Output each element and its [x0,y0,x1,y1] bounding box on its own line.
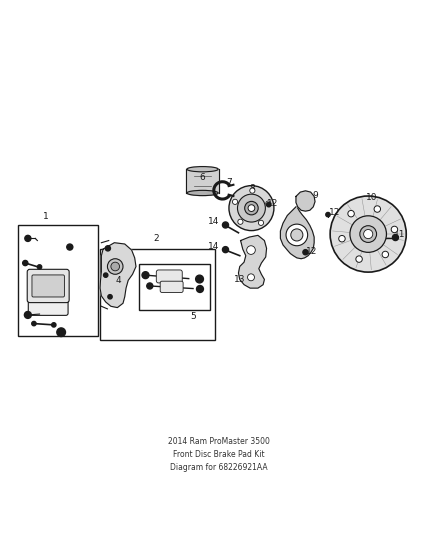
Text: 2: 2 [153,234,159,243]
Polygon shape [280,207,314,259]
FancyBboxPatch shape [156,270,182,283]
Text: 8: 8 [249,184,255,193]
Circle shape [247,274,254,281]
Circle shape [326,213,330,217]
Text: 14: 14 [208,216,219,225]
FancyBboxPatch shape [160,281,183,293]
Circle shape [25,311,32,318]
Circle shape [103,273,108,277]
Text: 14: 14 [208,241,219,251]
Circle shape [245,201,258,215]
Circle shape [197,286,203,293]
Circle shape [57,328,66,336]
Circle shape [237,194,265,222]
FancyBboxPatch shape [28,288,68,316]
Circle shape [374,206,381,212]
Circle shape [248,205,255,212]
Circle shape [32,321,36,326]
Circle shape [229,185,274,231]
Ellipse shape [187,190,218,196]
Circle shape [108,295,112,299]
Polygon shape [296,191,315,211]
Bar [100,249,215,340]
Circle shape [107,259,123,274]
Bar [139,264,210,310]
Polygon shape [100,243,136,308]
Circle shape [258,220,264,225]
Polygon shape [186,169,219,193]
Circle shape [286,224,307,246]
Circle shape [25,236,31,241]
Circle shape [330,196,406,272]
Text: 12: 12 [306,247,318,256]
Circle shape [266,201,271,206]
Text: 2014 Ram ProMaster 3500
Front Disc Brake Pad Kit
Diagram for 68226921AA: 2014 Ram ProMaster 3500 Front Disc Brake… [168,437,270,472]
Circle shape [250,188,255,193]
Circle shape [392,235,399,240]
Circle shape [339,236,345,242]
Text: 12: 12 [329,208,341,217]
Circle shape [223,247,229,253]
Text: 10: 10 [366,193,378,202]
Text: 3: 3 [114,260,120,269]
Circle shape [23,261,28,265]
Circle shape [364,230,373,239]
Circle shape [223,222,229,228]
Text: 9: 9 [312,191,318,200]
Circle shape [111,262,120,271]
Circle shape [52,322,56,327]
Circle shape [67,244,73,250]
Polygon shape [238,236,267,288]
Text: 1: 1 [43,212,49,221]
Circle shape [350,216,386,252]
FancyBboxPatch shape [32,275,64,297]
Circle shape [267,203,271,207]
Circle shape [356,256,362,262]
Circle shape [147,283,153,289]
Circle shape [233,199,238,205]
Ellipse shape [187,167,218,172]
Text: 5: 5 [190,312,196,321]
Text: 13: 13 [234,275,246,284]
Circle shape [247,246,255,254]
Circle shape [196,275,203,283]
Circle shape [37,265,42,269]
Text: 6: 6 [199,173,205,182]
Circle shape [105,246,110,251]
Text: 11: 11 [394,230,406,239]
Bar [18,225,98,336]
Circle shape [360,225,377,243]
Circle shape [303,249,308,255]
Circle shape [391,226,398,233]
Text: 12: 12 [267,199,278,208]
Text: 7: 7 [226,177,232,187]
Circle shape [348,211,354,217]
Circle shape [238,219,243,224]
Text: 4: 4 [115,276,121,285]
FancyBboxPatch shape [27,269,69,303]
Circle shape [291,229,303,241]
Circle shape [382,251,389,258]
Circle shape [142,272,149,279]
